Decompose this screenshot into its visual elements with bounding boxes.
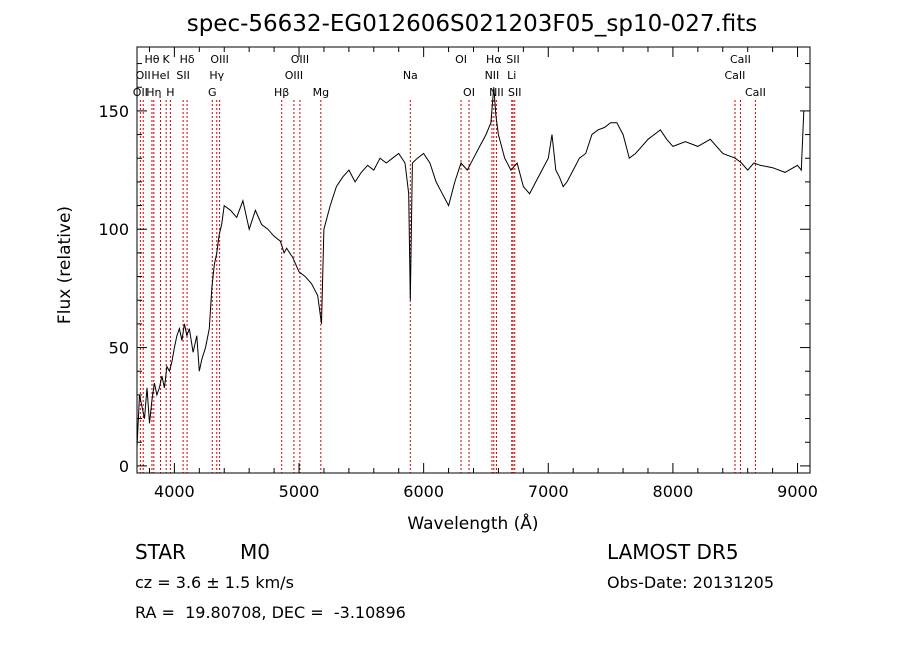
x-tick-label: 6000 bbox=[403, 482, 444, 501]
line-marker-label: OI bbox=[463, 86, 475, 99]
x-tick-label: 4000 bbox=[154, 482, 195, 501]
line-marker-label: HeI bbox=[151, 69, 169, 82]
survey-release: LAMOST DR5 bbox=[607, 540, 739, 564]
line-marker-label: SII bbox=[508, 86, 521, 99]
line-marker-label: NII bbox=[485, 69, 500, 82]
y-tick-label: 100 bbox=[98, 220, 129, 239]
line-marker-label: Hη bbox=[146, 86, 161, 99]
x-axis: 4000 5000 6000 7000 8000 9000 bbox=[148, 47, 818, 501]
x-tick-label: 8000 bbox=[653, 482, 694, 501]
y-tick-label: 50 bbox=[109, 339, 129, 358]
sky-coordinates: RA = 19.80708, DEC = -3.10896 bbox=[135, 603, 406, 622]
line-marker-label: Mg bbox=[313, 86, 329, 99]
line-marker-label: Hθ bbox=[144, 53, 159, 66]
line-markers: OIIOIIHθHηHeIKHSIIHδGHγOIIIHβOIIIOIIIMgN… bbox=[133, 53, 766, 473]
line-marker-label: OIII bbox=[291, 53, 309, 66]
line-marker-label: Li bbox=[507, 69, 516, 82]
line-marker-label: Hβ bbox=[274, 86, 289, 99]
y-tick-label: 0 bbox=[119, 457, 129, 476]
object-subclass: M0 bbox=[240, 540, 270, 564]
chart-title: spec-56632-EG012606S021203F05_sp10-027.f… bbox=[187, 11, 758, 37]
x-tick-label: 9000 bbox=[777, 482, 818, 501]
spectrum-series bbox=[136, 87, 805, 448]
line-marker-label: Hγ bbox=[209, 69, 224, 82]
line-marker-label: Hα bbox=[486, 53, 502, 66]
x-tick-label: 5000 bbox=[279, 482, 320, 501]
line-marker-label: OII bbox=[136, 69, 151, 82]
observation-date: Obs-Date: 20131205 bbox=[607, 573, 775, 592]
line-marker-label: K bbox=[163, 53, 171, 66]
line-marker-label: CaII bbox=[730, 53, 751, 66]
line-marker-label: G bbox=[208, 86, 217, 99]
line-marker-label: NII bbox=[489, 86, 504, 99]
spectrum-line bbox=[136, 87, 805, 448]
line-marker-label: CaII bbox=[725, 69, 746, 82]
line-marker-label: CaII bbox=[745, 86, 766, 99]
y-axis: 0 50 100 150 bbox=[98, 63, 810, 476]
line-marker-label: Hδ bbox=[180, 53, 195, 66]
x-tick-label: 7000 bbox=[528, 482, 569, 501]
y-tick-label: 150 bbox=[98, 102, 129, 121]
line-marker-label: SII bbox=[176, 69, 189, 82]
line-marker-label: SII bbox=[506, 53, 519, 66]
plot-frame bbox=[136, 46, 811, 474]
line-marker-label: H bbox=[166, 86, 174, 99]
y-axis-label: Flux (relative) bbox=[55, 206, 75, 324]
line-marker-label: OIII bbox=[210, 53, 228, 66]
redshift-velocity: cz = 3.6 ± 1.5 km/s bbox=[135, 573, 294, 592]
line-marker-label: OIII bbox=[285, 69, 303, 82]
object-class: STAR bbox=[135, 540, 186, 564]
line-marker-label: OI bbox=[455, 53, 467, 66]
x-axis-label: Wavelength (Å) bbox=[407, 512, 538, 534]
line-marker-label: Na bbox=[403, 69, 418, 82]
